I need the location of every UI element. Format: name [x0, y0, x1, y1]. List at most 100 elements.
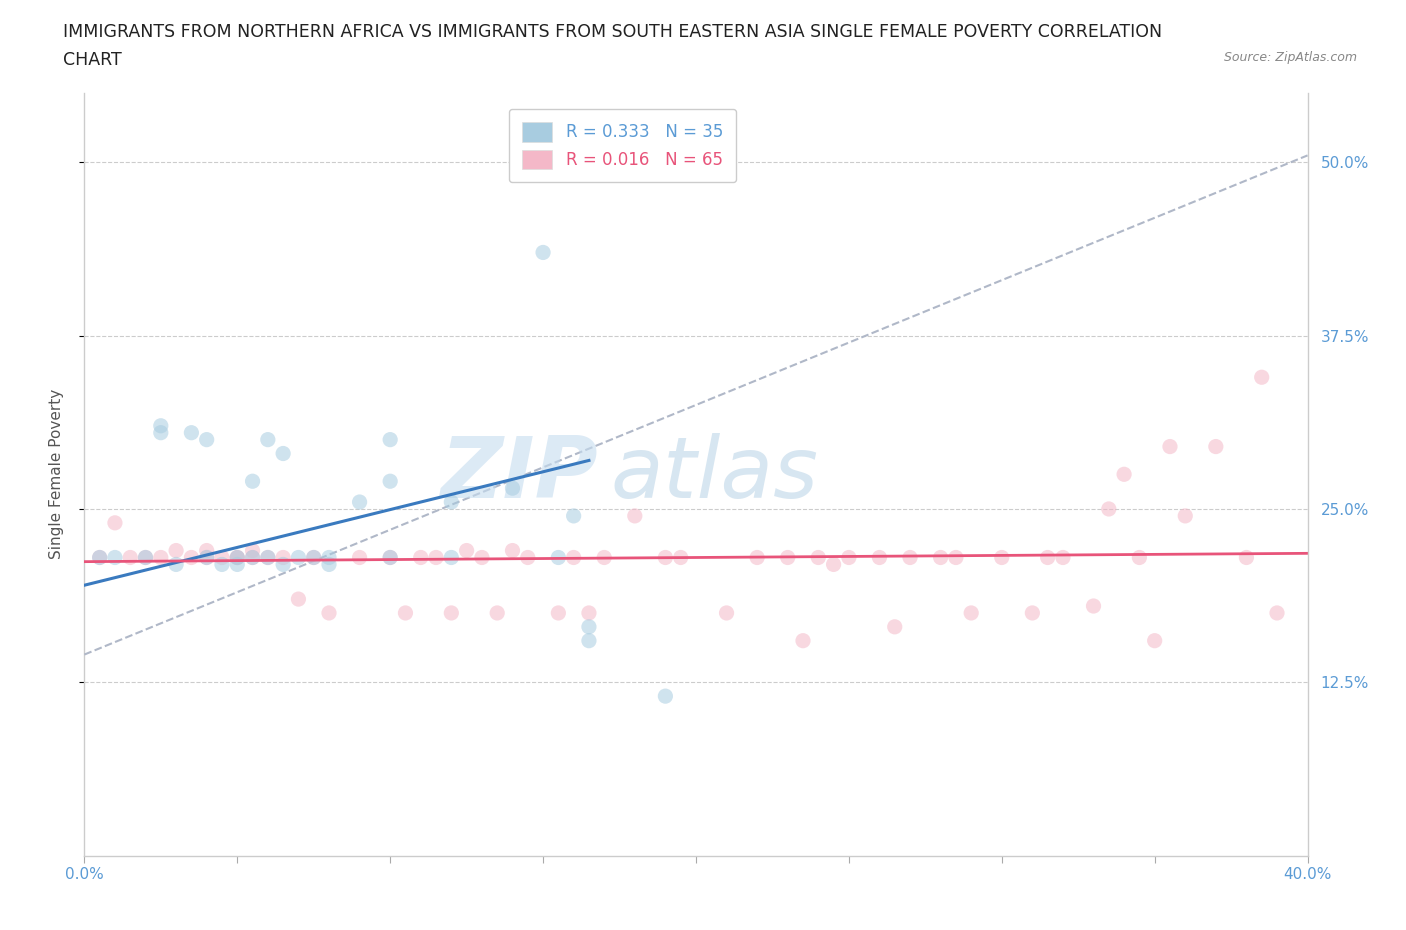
Point: [257, 550, 280, 565]
Point: [195, 550, 218, 565]
Point: [149, 418, 172, 433]
Point: [502, 543, 524, 558]
Point: [195, 543, 218, 558]
Point: [195, 550, 218, 565]
Point: [211, 557, 233, 572]
Point: [792, 633, 814, 648]
Point: [1098, 501, 1121, 516]
Point: [135, 550, 157, 565]
Point: [547, 550, 569, 565]
Point: [1174, 509, 1197, 524]
Text: ZIP: ZIP: [440, 432, 598, 516]
Point: [883, 619, 905, 634]
Point: [624, 509, 647, 524]
Point: [578, 619, 600, 634]
Point: [1021, 605, 1043, 620]
Point: [211, 550, 233, 565]
Point: [716, 605, 738, 620]
Point: [380, 550, 402, 565]
Point: [302, 550, 325, 565]
Point: [318, 605, 340, 620]
Point: [1114, 467, 1136, 482]
Point: [349, 495, 371, 510]
Point: [440, 550, 463, 565]
Point: [180, 550, 202, 565]
Point: [318, 557, 340, 572]
Point: [89, 550, 111, 565]
Point: [747, 550, 769, 565]
Point: [440, 495, 463, 510]
Point: [242, 550, 264, 565]
Point: [425, 550, 447, 565]
Point: [226, 550, 249, 565]
Point: [394, 605, 416, 620]
Point: [180, 425, 202, 440]
Point: [1236, 550, 1258, 565]
Point: [440, 605, 463, 620]
Point: [578, 633, 600, 648]
Point: [1205, 439, 1227, 454]
Point: [991, 550, 1014, 565]
Point: [776, 550, 799, 565]
Point: [149, 425, 172, 440]
Point: [89, 550, 111, 565]
Text: CHART: CHART: [63, 51, 122, 69]
Point: [104, 550, 127, 565]
Point: [471, 550, 494, 565]
Point: [516, 550, 538, 565]
Point: [1250, 370, 1272, 385]
Point: [149, 550, 172, 565]
Text: IMMIGRANTS FROM NORTHERN AFRICA VS IMMIGRANTS FROM SOUTH EASTERN ASIA SINGLE FEM: IMMIGRANTS FROM NORTHERN AFRICA VS IMMIG…: [63, 23, 1163, 41]
Point: [318, 550, 340, 565]
Point: [929, 550, 952, 565]
Point: [1265, 605, 1288, 620]
Point: [242, 473, 264, 488]
Point: [257, 432, 280, 447]
Point: [838, 550, 860, 565]
Text: atlas: atlas: [610, 432, 818, 516]
Point: [1143, 633, 1166, 648]
Point: [380, 473, 402, 488]
Point: [135, 550, 157, 565]
Point: [302, 550, 325, 565]
Point: [1128, 550, 1150, 565]
Point: [242, 550, 264, 565]
Point: [486, 605, 509, 620]
Point: [242, 543, 264, 558]
Point: [287, 591, 309, 606]
Point: [654, 550, 676, 565]
Point: [654, 689, 676, 704]
Point: [578, 605, 600, 620]
Point: [898, 550, 921, 565]
Point: [1159, 439, 1181, 454]
Point: [502, 481, 524, 496]
Point: [1083, 599, 1105, 614]
Point: [104, 515, 127, 530]
Point: [869, 550, 891, 565]
Point: [271, 446, 294, 461]
Point: [380, 432, 402, 447]
Point: [380, 550, 402, 565]
Point: [562, 550, 585, 565]
Point: [562, 509, 585, 524]
Point: [945, 550, 967, 565]
Point: [257, 550, 280, 565]
Point: [547, 605, 569, 620]
Point: [165, 543, 187, 558]
Point: [960, 605, 983, 620]
Point: [226, 550, 249, 565]
Point: [287, 550, 309, 565]
Point: [226, 550, 249, 565]
Point: [120, 550, 142, 565]
Legend: R = 0.333   N = 35, R = 0.016   N = 65: R = 0.333 N = 35, R = 0.016 N = 65: [509, 109, 737, 182]
Point: [531, 245, 554, 259]
Point: [823, 557, 845, 572]
Point: [1052, 550, 1074, 565]
Point: [349, 550, 371, 565]
Y-axis label: Single Female Poverty: Single Female Poverty: [49, 389, 63, 560]
Point: [409, 550, 432, 565]
Point: [271, 557, 294, 572]
Point: [593, 550, 616, 565]
Point: [165, 557, 187, 572]
Point: [807, 550, 830, 565]
